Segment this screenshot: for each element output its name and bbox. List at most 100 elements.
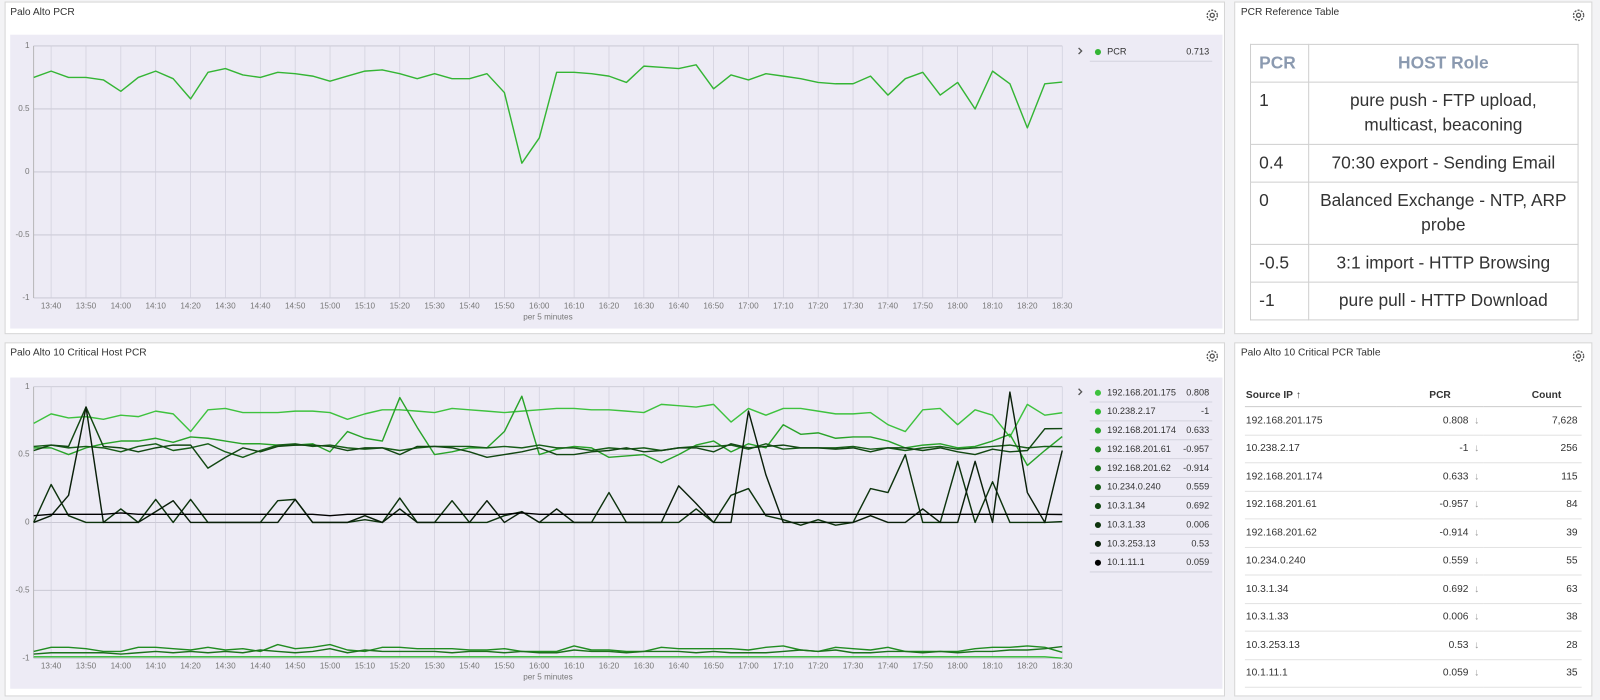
x-tick-label: 13:50 xyxy=(76,301,97,310)
x-tick-label: 14:10 xyxy=(145,301,166,310)
x-tick-label: 15:40 xyxy=(459,661,480,670)
y-tick-label: -1 xyxy=(22,653,30,662)
legend-name: PCR xyxy=(1107,46,1127,56)
x-tick-label: 13:50 xyxy=(76,661,97,670)
legend-marker xyxy=(1094,48,1102,56)
table-row: -1 pure pull - HTTP Download xyxy=(1250,281,1579,321)
x-tick-label: 16:00 xyxy=(529,301,550,310)
table-cell: 7,628 xyxy=(1483,406,1582,436)
table-cell: 192.168.201.61 xyxy=(1244,490,1397,520)
column-header: HOST Role xyxy=(1308,43,1579,83)
table-cell: 10.3.253.13 xyxy=(1244,631,1397,660)
legend-value: 0.633 xyxy=(1186,425,1209,435)
table-cell: 0.808 xyxy=(1396,406,1484,436)
column-header: PCR xyxy=(1250,43,1310,83)
table-cell: 63 xyxy=(1483,575,1582,604)
table-cell: 70:30 export - Sending Email xyxy=(1308,143,1579,183)
legend-toggle[interactable] xyxy=(1078,47,1083,396)
table-cell: -0.5 xyxy=(1250,243,1310,283)
settings-icon[interactable] xyxy=(1572,9,1585,22)
legend-name: 192.168.201.174 xyxy=(1107,425,1176,435)
settings-icon[interactable] xyxy=(1206,9,1219,22)
x-tick-label: 14:00 xyxy=(111,661,132,670)
table-cell: 115 xyxy=(1483,462,1582,492)
table-cell: 55 xyxy=(1483,546,1582,576)
x-tick-label: 18:20 xyxy=(1017,301,1038,310)
table-cell: 39 xyxy=(1483,518,1582,548)
legend-name: 10.3.1.34 xyxy=(1107,501,1145,511)
table-cell: 256 xyxy=(1483,434,1582,464)
legend-name: 10.1.11.1 xyxy=(1107,557,1145,567)
table-cell: 38 xyxy=(1483,603,1582,632)
x-tick-label: 17:40 xyxy=(878,661,899,670)
legend-name: 10.234.0.240 xyxy=(1107,482,1161,492)
x-tick-label: 18:00 xyxy=(947,661,968,670)
x-tick-label: 16:30 xyxy=(634,661,655,670)
legend-name: 10.238.2.17 xyxy=(1107,406,1155,416)
x-axis-label: per 5 minutes xyxy=(523,313,572,322)
x-tick-label: 17:50 xyxy=(913,661,934,670)
x-tick-label: 17:10 xyxy=(773,661,794,670)
table-row: 10.238.2.17-1256 xyxy=(1244,434,1582,464)
table-row: 1 pure push - FTP upload, multicast, beac… xyxy=(1250,81,1579,145)
table-row: -0.5 3:1 import - HTTP Browsing xyxy=(1250,243,1579,283)
table-cell: -0.914 xyxy=(1396,518,1484,548)
y-tick-label: 0.5 xyxy=(18,450,30,459)
x-tick-label: 14:30 xyxy=(215,661,236,670)
legend-marker xyxy=(1094,389,1102,396)
series-line xyxy=(33,645,1063,655)
x-tick-label: 16:50 xyxy=(703,661,724,670)
table-cell: 10.234.0.240 xyxy=(1244,546,1397,576)
column-header: Count xyxy=(1483,383,1582,408)
y-tick-label: 0 xyxy=(25,167,30,176)
table-cell: 0.633 xyxy=(1396,462,1484,492)
series-line xyxy=(33,643,1063,654)
legend-value: 0.006 xyxy=(1186,519,1209,529)
header-row: Source IPPCRCount xyxy=(1244,383,1582,408)
settings-icon[interactable] xyxy=(1206,350,1219,362)
legend-marker xyxy=(1094,446,1102,453)
plot-background xyxy=(10,377,1223,689)
x-tick-label: 18:00 xyxy=(947,301,968,310)
table-cell: 10.3.1.33 xyxy=(1244,603,1397,632)
table-cell: 10.238.2.17 xyxy=(1244,434,1397,464)
legend-value: -1 xyxy=(1201,406,1209,416)
table-row: 10.3.1.340.69263 xyxy=(1244,575,1582,604)
x-tick-label: 16:00 xyxy=(529,661,550,670)
x-tick-label: 15:20 xyxy=(390,661,411,670)
x-tick-label: 14:00 xyxy=(111,301,132,310)
legend-name: 192.168.201.175 xyxy=(1107,387,1176,397)
chart-title: Palo Alto 10 Critical Host PCR xyxy=(10,348,146,359)
x-tick-label: 14:50 xyxy=(285,661,306,670)
y-tick-label: 0 xyxy=(25,518,30,527)
y-tick-label: -0.5 xyxy=(16,230,31,239)
x-tick-label: 14:40 xyxy=(250,661,271,670)
x-tick-label: 17:00 xyxy=(738,661,759,670)
settings-icon[interactable] xyxy=(1572,350,1585,362)
table-cell: 0.059 xyxy=(1396,659,1484,688)
table-cell: 10.1.11.1 xyxy=(1244,659,1397,688)
reference-table: PCR HOST Role 1 pure push - FTP upload, mul… xyxy=(1250,43,1579,321)
legend-name: 192.168.201.62 xyxy=(1107,463,1171,473)
x-tick-label: 16:40 xyxy=(669,661,690,670)
legend-marker xyxy=(1094,540,1102,547)
settings-icons xyxy=(1078,9,1585,396)
y-tick-label: -0.5 xyxy=(16,585,31,594)
table-cell: 0.4 xyxy=(1250,143,1310,183)
table-cell: 192.168.201.62 xyxy=(1244,518,1397,548)
x-tick-label: 16:20 xyxy=(599,301,620,310)
table-cell: -0.957 xyxy=(1396,490,1484,520)
legend-value: 0.808 xyxy=(1186,387,1209,397)
x-tick-label: 18:30 xyxy=(1052,661,1073,670)
x-tick-label: 18:20 xyxy=(1017,661,1038,670)
x-axis-label: per 5 minutes xyxy=(523,673,572,682)
legend-value: 0.692 xyxy=(1186,501,1209,511)
legend-name: 10.3.1.33 xyxy=(1107,519,1145,529)
legend-marker xyxy=(1094,427,1102,434)
legend-value: 0.713 xyxy=(1186,46,1209,56)
x-tick-label: 16:40 xyxy=(669,301,690,310)
legend-value: 0.53 xyxy=(1191,538,1209,548)
table-cell: pure push - FTP upload, multicast, beaco… xyxy=(1308,81,1579,145)
